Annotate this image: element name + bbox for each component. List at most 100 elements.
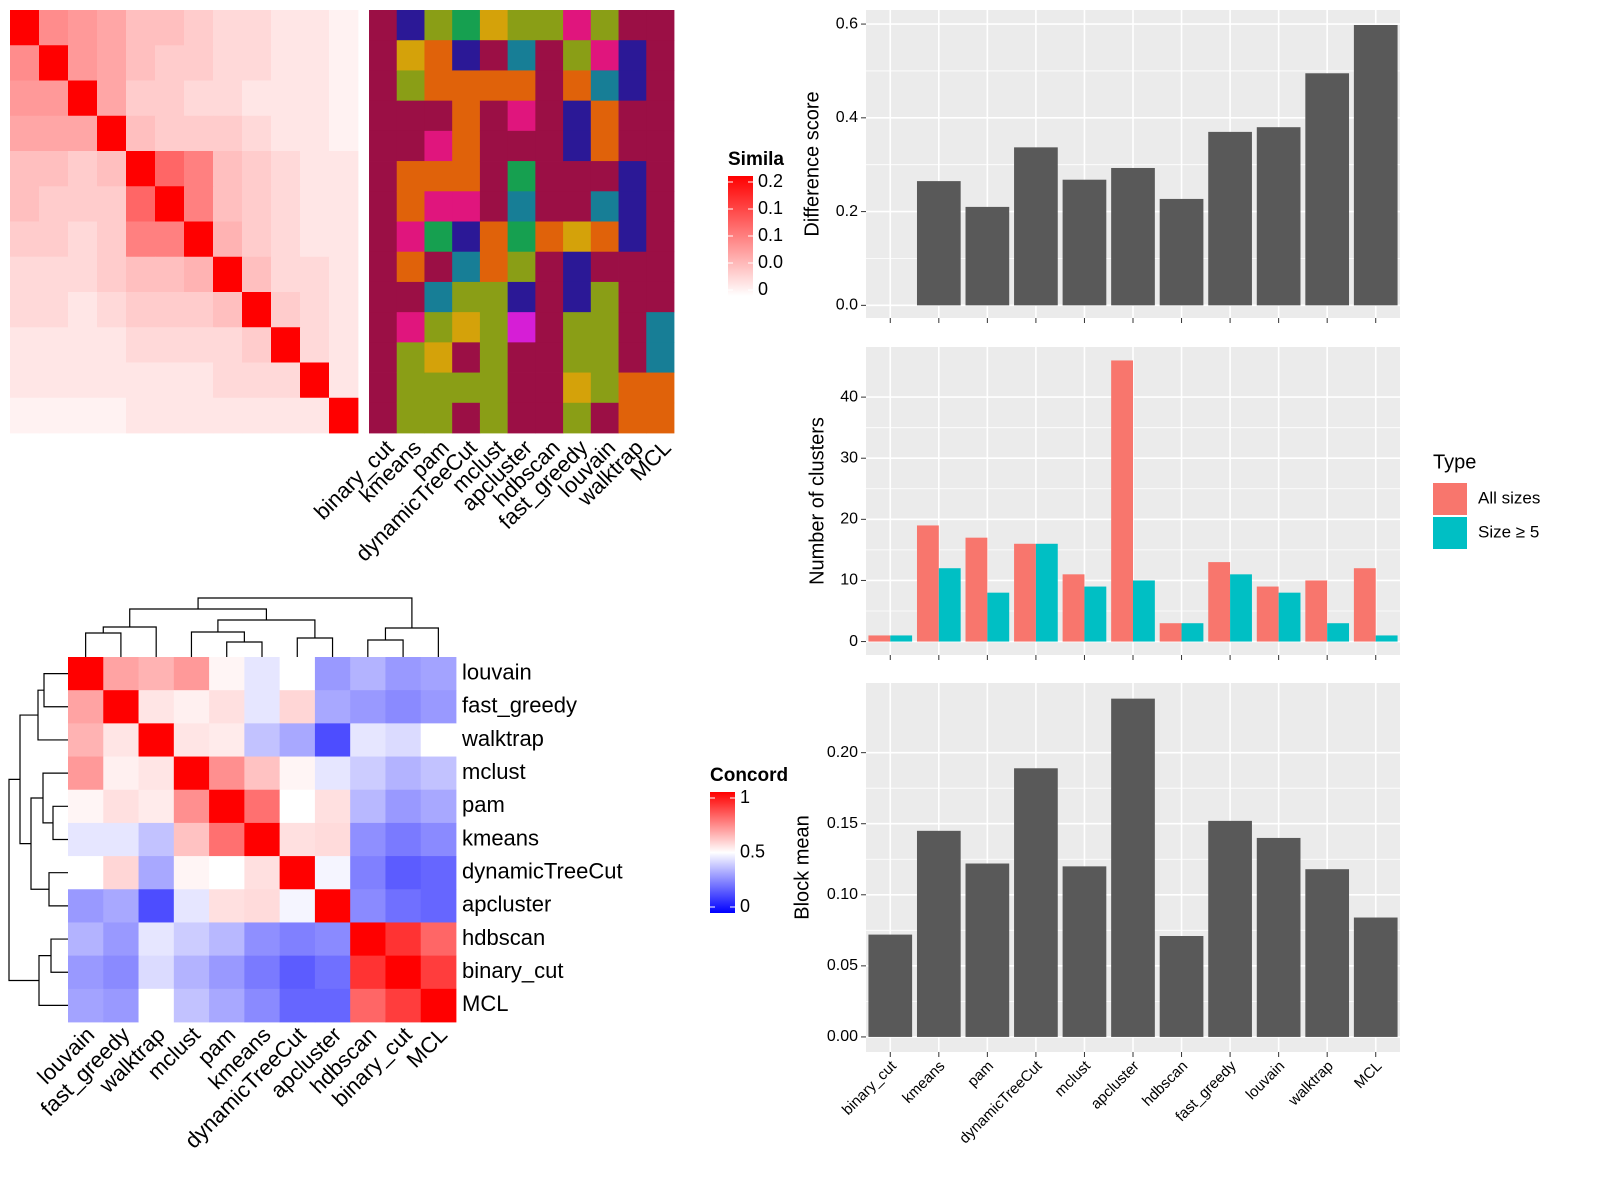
- heat-cell: [300, 115, 330, 152]
- heat-cell: [300, 256, 330, 293]
- membership-cell: [424, 10, 453, 41]
- bar: [1256, 586, 1279, 642]
- heat-cell: [155, 115, 185, 152]
- heat-cell: [279, 723, 316, 757]
- membership-cell: [369, 40, 398, 71]
- heat-cell: [138, 789, 175, 824]
- heat-cell: [68, 397, 98, 434]
- membership-cell: [396, 221, 425, 253]
- bar: [868, 635, 891, 642]
- bar: [1111, 698, 1155, 1037]
- membership-cell: [618, 402, 647, 434]
- heat-cell: [10, 80, 40, 117]
- heat-cell: [329, 10, 359, 46]
- membership-cell: [535, 281, 564, 313]
- heat-cell: [155, 256, 185, 293]
- bar: [916, 830, 961, 1037]
- heat-cell: [329, 115, 359, 152]
- membership-cell: [452, 402, 481, 434]
- bar: [890, 635, 913, 642]
- heat-cell: [244, 690, 281, 724]
- membership-cell: [646, 70, 675, 102]
- heat-cell: [271, 221, 301, 258]
- heat-cell: [184, 80, 214, 117]
- membership-cell: [452, 100, 481, 132]
- heat-cell: [155, 80, 185, 117]
- membership-cell: [507, 402, 536, 434]
- bar: [1375, 635, 1398, 642]
- membership-cell: [479, 251, 509, 283]
- heat-cell: [213, 397, 243, 434]
- heat-cell: [103, 988, 139, 1023]
- heat-cell: [213, 221, 243, 258]
- membership-cell: [618, 251, 647, 283]
- membership-cell: [396, 40, 425, 71]
- heat-cell: [213, 292, 243, 328]
- membership-cell: [563, 70, 592, 102]
- heat-cell: [126, 80, 156, 117]
- membership-cell: [396, 281, 425, 313]
- heat-cell: [68, 45, 98, 81]
- membership-cell: [535, 70, 564, 102]
- x-tick-label: kmeans: [899, 1058, 948, 1107]
- heat-cell: [385, 922, 422, 957]
- bar: [1208, 131, 1252, 306]
- heat-cell: [385, 657, 422, 691]
- heat-cell: [350, 756, 386, 791]
- legend-tick-label: 1: [740, 787, 750, 807]
- membership-cell: [424, 402, 453, 434]
- membership-cell: [590, 251, 619, 283]
- bar: [1256, 127, 1301, 306]
- membership-cell: [507, 251, 536, 283]
- membership-cell: [563, 130, 592, 162]
- heat-cell: [244, 657, 281, 691]
- heat-cell: [329, 151, 359, 187]
- membership-cell: [563, 281, 592, 313]
- heat-cell: [213, 151, 243, 187]
- heat-cell: [68, 856, 104, 890]
- heat-cell: [138, 723, 175, 757]
- heat-cell: [155, 362, 185, 399]
- heat-cell: [242, 327, 272, 363]
- heat-cell: [97, 45, 127, 81]
- heat-cell: [300, 10, 330, 46]
- membership-cell: [507, 70, 536, 102]
- heat-cell: [155, 327, 185, 363]
- heat-cell: [213, 362, 243, 399]
- heat-cell: [39, 397, 69, 434]
- heat-cell: [420, 889, 457, 923]
- legend-title: Simila: [728, 149, 784, 170]
- heat-cell: [138, 822, 175, 857]
- heat-cell: [10, 151, 40, 187]
- membership-cell: [535, 100, 564, 132]
- x-tick-label: walktrap: [1285, 1058, 1337, 1110]
- row-label: walktrap: [461, 726, 544, 751]
- heat-cell: [385, 723, 422, 757]
- heat-cell: [271, 362, 301, 399]
- membership-cell: [507, 10, 536, 41]
- y-tick-label: 0.15: [827, 815, 858, 832]
- heat-cell: [173, 856, 210, 890]
- membership-cell: [563, 251, 592, 283]
- bar: [965, 537, 988, 642]
- membership-cell: [646, 10, 675, 41]
- membership-cell: [369, 402, 398, 434]
- heat-cell: [300, 80, 330, 117]
- y-tick-label: 30: [840, 449, 858, 466]
- membership-cell: [646, 281, 675, 313]
- heat-cell: [68, 922, 104, 957]
- heat-cell: [209, 955, 245, 990]
- heat-cell: [68, 327, 98, 363]
- y-tick-label: 0.6: [836, 15, 858, 32]
- heat-cell: [68, 186, 98, 222]
- heat-cell: [242, 80, 272, 117]
- heat-cell: [138, 756, 175, 791]
- heat-cell: [173, 789, 210, 824]
- bar: [1159, 936, 1204, 1037]
- bar: [1014, 768, 1058, 1037]
- membership-cell: [424, 161, 453, 192]
- membership-cell: [424, 281, 453, 313]
- membership-cell: [452, 221, 481, 253]
- heat-cell: [244, 822, 281, 857]
- heat-cell: [244, 789, 281, 824]
